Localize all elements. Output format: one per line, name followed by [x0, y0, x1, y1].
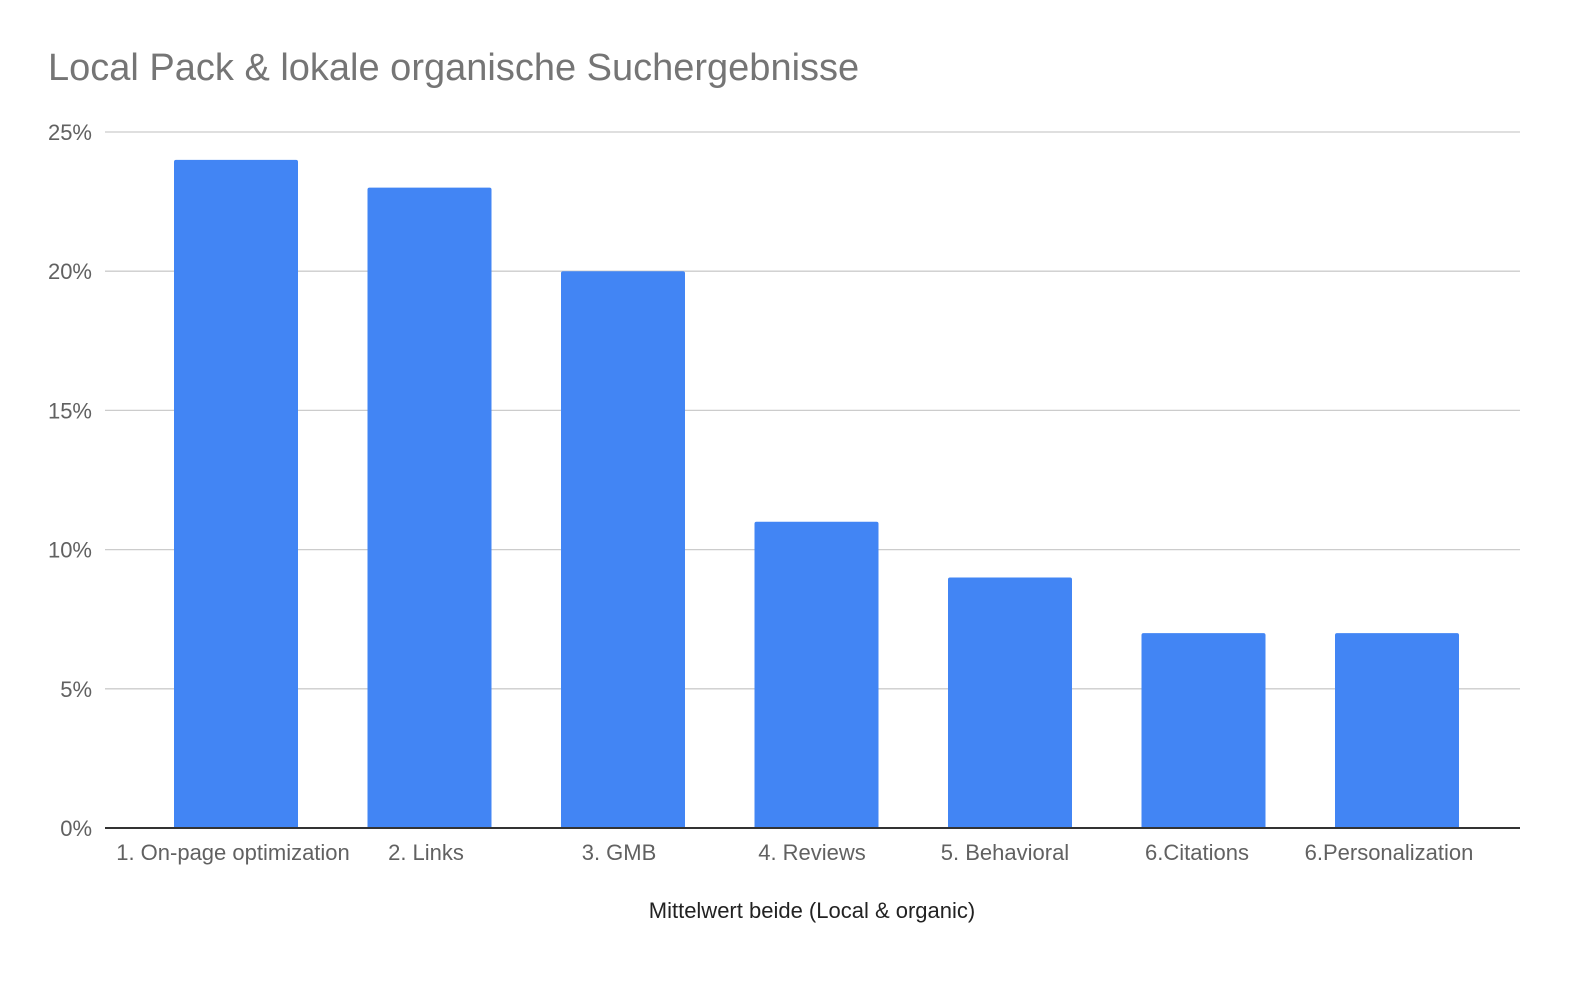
y-tick-label: 0% — [60, 816, 92, 841]
y-tick-label: 20% — [48, 259, 92, 284]
chart-title: Local Pack & lokale organische Suchergeb… — [48, 47, 859, 89]
bar — [561, 271, 685, 828]
x-axis-title: Mittelwert beide (Local & organic) — [649, 898, 975, 923]
x-tick-label: 6.Citations — [1145, 840, 1249, 865]
bar — [1335, 633, 1459, 828]
x-tick-label: 2. Links — [388, 840, 464, 865]
x-tick-label: 1. On-page optimization — [116, 840, 350, 865]
x-tick-label: 3. GMB — [582, 840, 657, 865]
bar — [1141, 633, 1266, 828]
gridlines — [105, 131, 1520, 690]
x-axis-ticks: 1. On-page optimization 2. Links 3. GMB 4. … — [116, 840, 1473, 865]
y-tick-label: 10% — [48, 538, 92, 563]
y-tick-label: 25% — [48, 120, 92, 145]
y-tick-label: 5% — [60, 677, 92, 702]
bar — [948, 577, 1072, 828]
x-tick-label: 5. Behavioral — [941, 840, 1069, 865]
bar — [367, 187, 492, 828]
x-tick-label: 4. Reviews — [758, 840, 866, 865]
y-tick-label: 15% — [48, 398, 92, 423]
x-tick-label: 6.Personalization — [1305, 840, 1474, 865]
y-axis-ticks: 0% 5% 10% 15% 20% 25% — [48, 120, 92, 841]
bar — [174, 159, 298, 829]
bars — [174, 159, 1459, 829]
bar — [754, 521, 879, 828]
